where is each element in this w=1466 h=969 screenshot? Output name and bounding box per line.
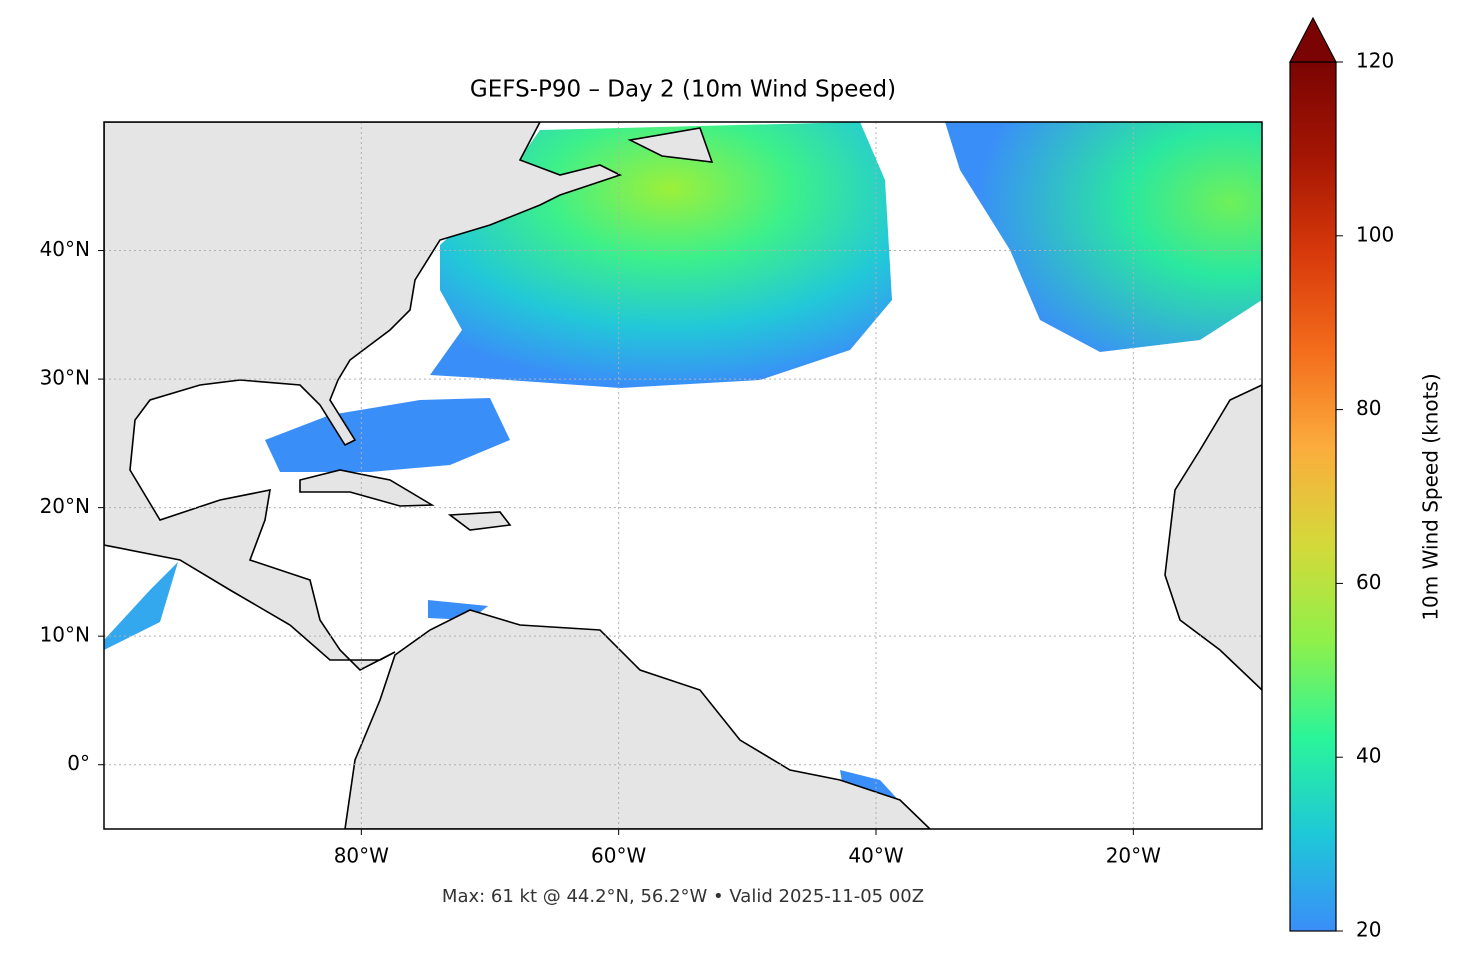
y-tick-label: 10°N	[40, 623, 90, 647]
colorbar-tick-label: 100	[1356, 222, 1394, 246]
colorbar-label: 10m Wind Speed (knots)	[1419, 373, 1443, 620]
colorbar-tick-label: 60	[1356, 570, 1381, 594]
y-tick-label: 0°	[67, 751, 90, 775]
x-tick-label: 80°W	[334, 844, 389, 868]
colorbar-extend	[1289, 16, 1337, 63]
chart-title: GEFS-P90 – Day 2 (10m Wind Speed)	[470, 77, 896, 103]
colorbar-tick-label: 120	[1356, 49, 1394, 73]
footer: Max: 61 kt @ 44.2°N, 56.2°W • Valid 2025…	[442, 886, 924, 907]
y-tick-label: 20°N	[40, 494, 90, 518]
colorbar-tick-label: 80	[1356, 396, 1381, 420]
map-area	[104, 122, 1262, 829]
y-tick-label: 40°N	[40, 237, 90, 261]
colorbar-tick-label: 40	[1356, 744, 1381, 768]
x-tick-label: 40°W	[848, 844, 903, 868]
colorbar-tick-label: 20	[1356, 918, 1381, 942]
graticule: 80°W 60°W 40°W 20°W 0° 10°N 20°N 30°N 40°N	[40, 122, 1262, 868]
map-frame	[103, 121, 1263, 830]
x-tick-label: 60°W	[591, 844, 646, 868]
y-tick-label: 30°N	[40, 366, 90, 390]
land	[104, 122, 1262, 829]
x-tick-label: 20°W	[1106, 844, 1161, 868]
colorbar	[1289, 61, 1337, 932]
